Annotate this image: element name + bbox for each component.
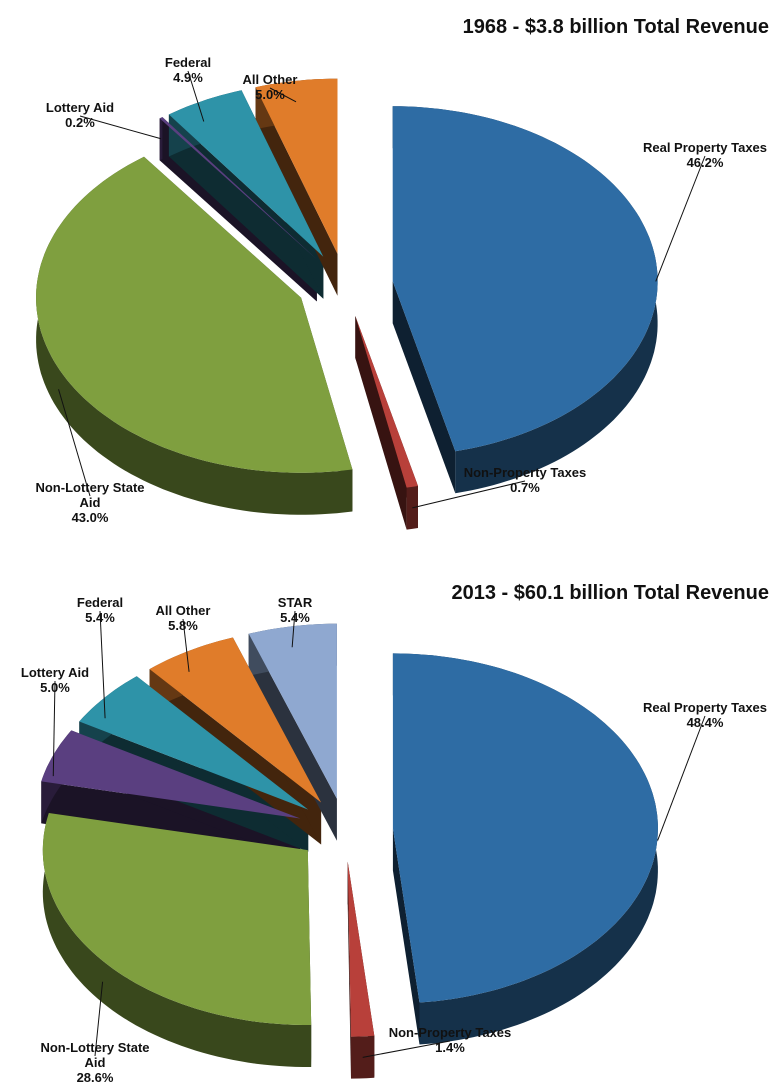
slice-label: Real Property Taxes — [642, 700, 768, 715]
slice-label: Non-Property Taxes — [463, 465, 587, 480]
leader-line — [657, 715, 706, 841]
slice-value-label: 48.4% — [686, 715, 724, 730]
slice-wall — [406, 486, 418, 530]
slice — [347, 861, 375, 1037]
slice — [168, 90, 324, 257]
slice-value-label: 43.0% — [71, 510, 109, 525]
slice-value-label: 5.8% — [168, 618, 198, 633]
leader-line — [79, 115, 162, 140]
slice-label: STAR — [277, 595, 313, 610]
slice — [159, 117, 317, 260]
slice-side — [255, 87, 338, 296]
slice-label: Real Property Taxes — [642, 140, 768, 155]
slice-label: Non-Property Taxes — [388, 1025, 512, 1040]
leader-line — [94, 981, 104, 1057]
leader-line — [269, 87, 297, 103]
slice-wall — [159, 117, 163, 161]
slice-value-label: 4.9% — [173, 70, 203, 85]
slice-value-label: 0.2% — [65, 115, 95, 130]
slice — [355, 316, 418, 488]
leader-line — [362, 1040, 451, 1058]
slice-label: All Other — [242, 72, 298, 87]
slice — [79, 676, 309, 810]
slice — [255, 78, 338, 254]
slice-label: Non-Lottery State Aid — [35, 480, 145, 510]
leader-line — [412, 480, 526, 509]
slice — [149, 637, 322, 803]
slice-side — [347, 861, 351, 1079]
slice-label: Non-Lottery State Aid — [40, 1040, 150, 1070]
slice-label: Lottery Aid — [45, 100, 115, 115]
slice-label: All Other — [155, 603, 211, 618]
slice-value-label: 0.7% — [510, 480, 540, 495]
slice-value-label: 5.4% — [280, 610, 310, 625]
leader-line — [99, 610, 106, 719]
slice-side — [248, 633, 337, 841]
slice-value-label: 5.0% — [255, 87, 285, 102]
leader-line — [655, 155, 706, 282]
slice-value-label: 5.0% — [40, 680, 70, 695]
slice — [248, 623, 337, 799]
slice-side — [392, 828, 420, 1045]
slice-value-label: 28.6% — [76, 1070, 114, 1085]
leader-line — [182, 618, 190, 672]
slice-value-label: 5.4% — [85, 610, 115, 625]
chart-title: 2013 - $60.1 billion Total Revenue — [451, 582, 769, 604]
slice — [42, 813, 312, 1025]
slice-wall — [351, 1035, 375, 1079]
slice-side — [355, 316, 407, 530]
slice-wall — [36, 156, 353, 515]
slice — [392, 653, 658, 1003]
leader-line — [187, 70, 205, 122]
slice-wall — [42, 813, 312, 1067]
leader-line — [52, 680, 56, 777]
slice-label: Federal — [164, 55, 212, 70]
slice — [41, 730, 301, 819]
leader-line — [58, 389, 91, 497]
slice — [36, 156, 353, 473]
slice-value-label: 1.4% — [435, 1040, 465, 1055]
slice-label: Federal — [76, 595, 124, 610]
slice-side — [392, 281, 456, 494]
slice-label: Lottery Aid — [20, 665, 90, 680]
chart-title: 1968 - $3.8 billion Total Revenue — [462, 16, 769, 38]
leader-line — [291, 610, 296, 648]
slice — [392, 106, 658, 452]
slice-value-label: 46.2% — [686, 155, 724, 170]
